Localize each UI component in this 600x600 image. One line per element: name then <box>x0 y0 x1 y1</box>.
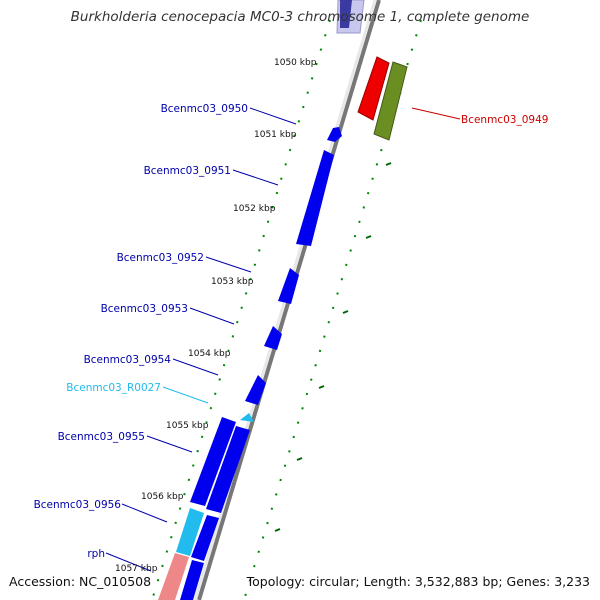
label-bcenmc03-r0027[interactable]: Bcenmc03_R0027 <box>66 382 161 394</box>
label-connectors <box>105 107 461 572</box>
gene-bcenmc03-0955-a[interactable] <box>190 417 236 506</box>
topology-label: Topology: circular; Length: 3,532,883 bp… <box>246 574 590 589</box>
label-bcenmc03-0952[interactable]: Bcenmc03_0952 <box>117 252 204 264</box>
gene-bcenmc03-0953[interactable] <box>264 326 282 350</box>
gene-bcenmc03-0954[interactable] <box>245 375 266 405</box>
gene-reverse-green[interactable] <box>373 61 408 141</box>
gene-reverse-red[interactable] <box>357 56 390 121</box>
map-title: Burkholderia cenocepacia MC0-3 chromosom… <box>70 9 530 25</box>
accession-label: Accession: NC_010508 <box>9 574 152 589</box>
label-bcenmc03-0956[interactable]: Bcenmc03_0956 <box>34 499 122 511</box>
label-bcenmc03-0953[interactable]: Bcenmc03_0953 <box>101 303 188 315</box>
label-bcenmc03-0950[interactable]: Bcenmc03_0950 <box>161 103 248 115</box>
scale-tick-1053: 1053 kbp <box>211 277 254 287</box>
gene-bcenmc03-0951[interactable] <box>296 150 334 246</box>
label-bcenmc03-0954[interactable]: Bcenmc03_0954 <box>84 354 172 366</box>
label-bcenmc03-0955[interactable]: Bcenmc03_0955 <box>58 431 145 443</box>
reverse-strand-dashes <box>274 92 402 532</box>
scale-tick-1051: 1051 kbp <box>254 130 297 140</box>
label-bcenmc03-0951[interactable]: Bcenmc03_0951 <box>144 165 231 177</box>
gene-bcenmc03-0955-b[interactable] <box>206 426 250 513</box>
scale-tick-1054: 1054 kbp <box>188 349 231 359</box>
scale-tick-1055: 1055 kbp <box>166 421 209 431</box>
gene-rph[interactable] <box>158 553 189 600</box>
scale-tick-1052: 1052 kbp <box>233 204 276 214</box>
label-bcenmc03-0949[interactable]: Bcenmc03_0949 <box>461 114 548 126</box>
scale-tick-1057: 1057 kbp <box>115 564 158 574</box>
gene-labels: Bcenmc03_0950 Bcenmc03_0951 Bcenmc03_095… <box>34 103 549 560</box>
gene-bcenmc03-0952[interactable] <box>278 268 299 304</box>
label-rph[interactable]: rph <box>87 548 105 560</box>
scale-tick-1050: 1050 kbp <box>274 58 317 68</box>
gene-bcenmc03-r0027[interactable] <box>240 413 254 422</box>
scale-tick-1056: 1056 kbp <box>141 492 184 502</box>
gene-bcenmc03-0950[interactable] <box>327 127 342 142</box>
gene-bcenmc03-0956-rna[interactable] <box>176 508 204 556</box>
gene-top-faded-2[interactable] <box>340 0 352 28</box>
gene-bottom-blue[interactable] <box>180 560 204 600</box>
gene-bcenmc03-0956[interactable] <box>191 515 219 561</box>
scale-labels: 1050 kbp 1051 kbp 1052 kbp 1053 kbp 1054… <box>115 58 317 574</box>
